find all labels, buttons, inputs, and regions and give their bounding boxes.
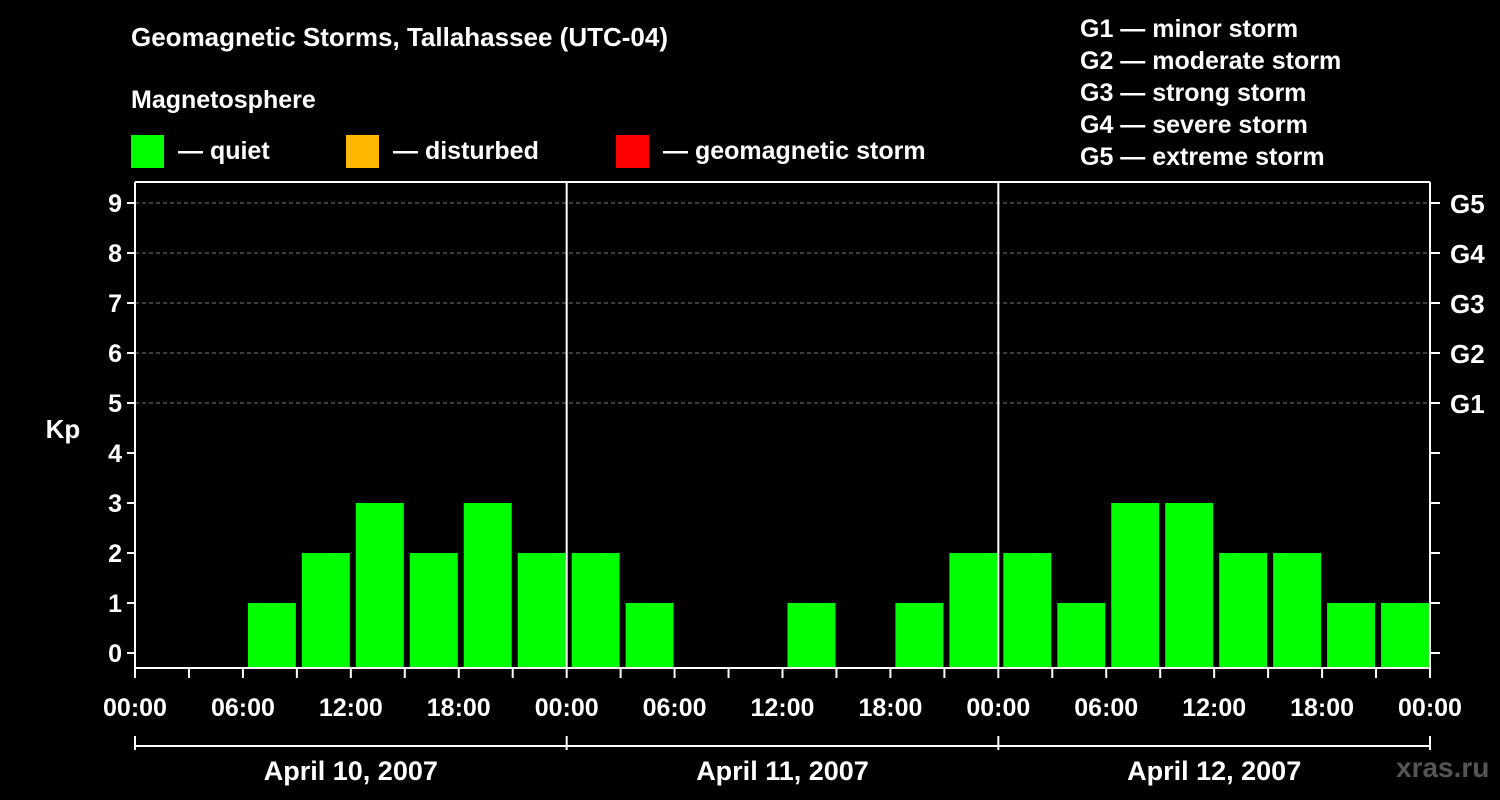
kp-bar-4 <box>355 503 404 668</box>
y-tick-label-3: 3 <box>108 490 122 518</box>
g-level-label-g5: G5 <box>1450 189 1485 219</box>
x-tick-label-10: 12:00 <box>1182 694 1246 722</box>
g-scale-item-g4: G4 — severe storm <box>1080 111 1308 139</box>
x-tick-label-5: 06:00 <box>643 694 707 722</box>
legend-label-quiet: — quiet <box>178 136 270 165</box>
x-tick-label-12: 00:00 <box>1398 694 1462 722</box>
kp-bar-8 <box>571 553 620 668</box>
kp-bar-20 <box>1219 553 1268 668</box>
y-tick-label-1: 1 <box>108 590 122 618</box>
kp-bar-3 <box>301 553 350 668</box>
kp-bar-5 <box>409 553 458 668</box>
kp-bar-16 <box>1003 553 1052 668</box>
kp-bar-22 <box>1327 603 1376 668</box>
kp-bar-12 <box>787 603 836 668</box>
magnetosphere-title: Magnetosphere <box>131 86 316 114</box>
legend-storm: — geomagnetic storm <box>616 134 926 168</box>
x-tick-label-9: 06:00 <box>1074 694 1138 722</box>
y-tick-label-0: 0 <box>108 640 122 668</box>
kp-bar-23 <box>1381 603 1429 668</box>
x-tick-label-0: 00:00 <box>103 694 167 722</box>
x-tick-label-11: 18:00 <box>1290 694 1354 722</box>
legend-disturbed: — disturbed <box>346 134 539 168</box>
legend-label-disturbed: — disturbed <box>393 136 539 165</box>
legend-swatch-quiet <box>131 134 164 168</box>
x-tick-label-6: 12:00 <box>751 694 815 722</box>
chart-title: Geomagnetic Storms, Tallahassee (UTC-04) <box>131 22 669 52</box>
kp-bar-7 <box>517 553 566 668</box>
kp-bar-15 <box>949 553 998 668</box>
y-tick-label-8: 8 <box>108 240 122 268</box>
g-level-label-g1: G1 <box>1450 389 1485 419</box>
y-tick-label-5: 5 <box>108 390 122 418</box>
kp-bar-14 <box>895 603 944 668</box>
legend-label-storm: — geomagnetic storm <box>663 136 926 165</box>
y-tick-label-6: 6 <box>108 340 122 368</box>
y-tick-label-9: 9 <box>108 190 122 218</box>
x-tick-label-7: 18:00 <box>858 694 922 722</box>
legend-quiet: — quiet <box>131 134 270 168</box>
day-label-2: April 12, 2007 <box>1127 756 1301 786</box>
x-tick-label-3: 18:00 <box>427 694 491 722</box>
watermark: xras.ru <box>1396 752 1490 783</box>
g-level-label-g4: G4 <box>1450 239 1485 269</box>
kp-bar-9 <box>625 603 674 668</box>
day-label-1: April 11, 2007 <box>696 756 869 786</box>
g-scale-item-g3: G3 — strong storm <box>1080 79 1307 107</box>
g-scale-item-g2: G2 — moderate storm <box>1080 47 1342 75</box>
legend-swatch-storm <box>616 134 649 168</box>
y-tick-label-4: 4 <box>108 440 122 468</box>
g-level-label-g2: G2 <box>1450 339 1485 369</box>
g-level-label-g3: G3 <box>1450 289 1485 319</box>
g-scale-item-g5: G5 — extreme storm <box>1080 143 1325 171</box>
kp-bar-17 <box>1057 603 1106 668</box>
kp-bar-21 <box>1273 553 1322 668</box>
x-tick-label-1: 06:00 <box>211 694 275 722</box>
y-tick-label-2: 2 <box>108 540 122 568</box>
legend-swatch-disturbed <box>346 134 379 168</box>
kp-bar-6 <box>463 503 512 668</box>
kp-bar-2 <box>247 603 296 668</box>
y-tick-label-7: 7 <box>108 290 122 318</box>
day-label-0: April 10, 2007 <box>264 756 438 786</box>
x-tick-label-4: 00:00 <box>535 694 599 722</box>
x-tick-label-2: 12:00 <box>319 694 383 722</box>
kp-bar-18 <box>1111 503 1160 668</box>
g-scale-legend: G1 — minor storm G2 — moderate storm G3 … <box>1080 13 1490 173</box>
kp-bar-19 <box>1165 503 1214 668</box>
g-scale-item-g1: G1 — minor storm <box>1080 15 1299 43</box>
y-axis-label: Kp <box>46 414 81 444</box>
x-tick-label-8: 00:00 <box>966 694 1030 722</box>
